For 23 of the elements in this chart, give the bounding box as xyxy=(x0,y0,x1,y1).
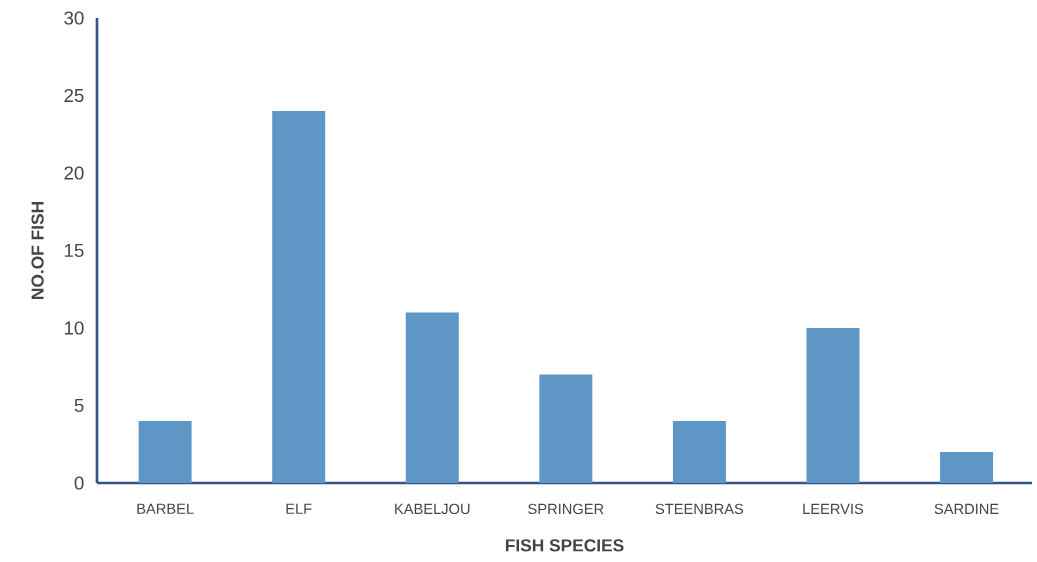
x-tick-label: BARBEL xyxy=(137,503,194,514)
x-tick-label: SPRINGER xyxy=(528,503,604,515)
bar xyxy=(138,421,192,483)
x-tick-label: ELF xyxy=(286,503,312,514)
bar xyxy=(539,374,593,483)
y-tick-label: 10 xyxy=(64,321,84,335)
bar xyxy=(806,328,860,483)
bar xyxy=(272,111,326,483)
x-tick-label: KABELJOU xyxy=(395,503,470,515)
y-axis-title: NO.OF FISH xyxy=(31,202,44,299)
y-tick-label: 25 xyxy=(64,88,84,103)
bar xyxy=(672,421,726,483)
y-tick-label: 30 xyxy=(64,11,84,25)
y-tick-label: 15 xyxy=(64,243,84,258)
bar xyxy=(405,312,459,483)
y-tick-label: 5 xyxy=(74,398,84,413)
x-axis-title: FISH SPECIES xyxy=(505,539,624,552)
x-tick-label: SARDINE xyxy=(934,503,999,515)
y-tick-label: 0 xyxy=(74,476,84,490)
y-tick-label: 20 xyxy=(64,166,84,180)
x-tick-label: LEERVIS xyxy=(803,503,864,515)
bar xyxy=(940,452,994,483)
x-tick-label: STEENBRAS xyxy=(655,503,744,515)
